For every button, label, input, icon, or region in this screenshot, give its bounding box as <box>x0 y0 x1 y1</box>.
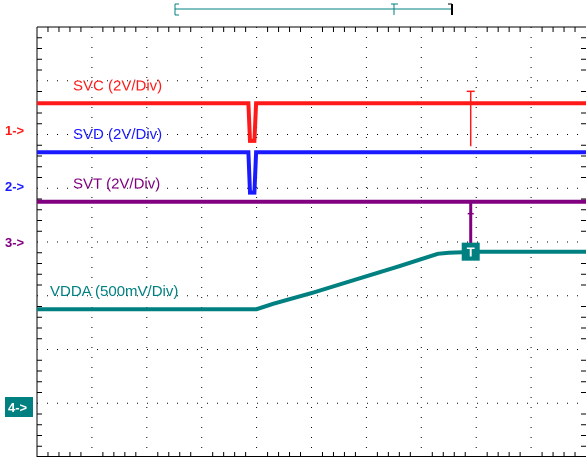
trigger-marker: T <box>461 242 480 261</box>
trace-label-vdda: VDDA (500mV/Div) <box>50 283 178 300</box>
trace-vdda <box>37 249 586 312</box>
trace-label-svc: SVC (2V/Div) <box>73 77 162 94</box>
channel-marker-3: 3-> <box>5 235 25 250</box>
trace-label-svd: SVD (2V/Div) <box>73 126 162 143</box>
trace-label-svt: SVT (2V/Div) <box>73 176 160 193</box>
trigger-position-bar <box>174 3 453 16</box>
svg-text:4->: 4-> <box>8 400 28 415</box>
channel-marker-2: 2-> <box>5 179 25 194</box>
channel-marker-1: 1-> <box>5 123 25 138</box>
trace-svd <box>37 150 586 195</box>
svg-text:T: T <box>467 245 475 260</box>
channel-marker-4: 4-> <box>5 397 33 417</box>
trace-svc <box>37 101 586 143</box>
trigger-marker-layer: T <box>461 90 480 261</box>
channel-marker-layer: 1-> 2-> 3-> 4-> <box>5 123 33 417</box>
trace-label-layer: SVC (2V/Div) SVD (2V/Div) SVT (2V/Div) VDDA… <box>50 77 178 300</box>
